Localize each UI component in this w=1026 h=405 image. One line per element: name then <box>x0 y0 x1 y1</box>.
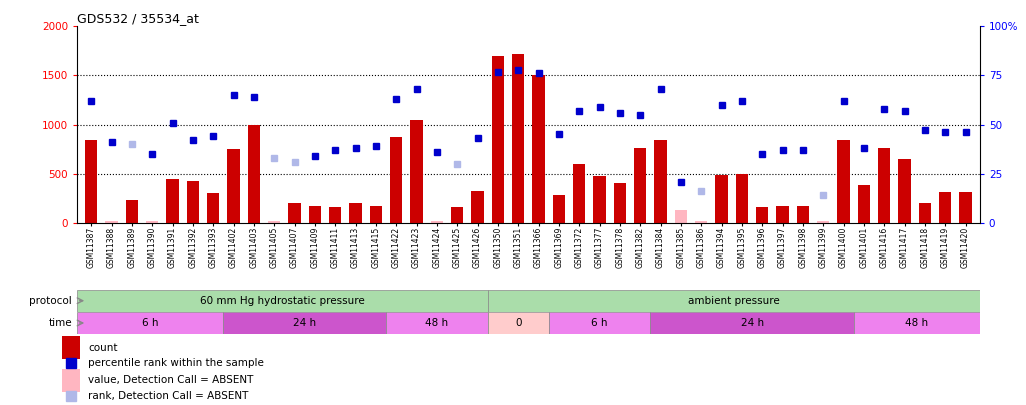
Text: 60 mm Hg hydrostatic pressure: 60 mm Hg hydrostatic pressure <box>200 296 364 306</box>
Text: 24 h: 24 h <box>741 318 763 328</box>
Bar <box>574 164 585 223</box>
Bar <box>919 203 931 223</box>
Bar <box>410 119 423 223</box>
Bar <box>939 192 951 223</box>
Bar <box>593 176 605 223</box>
Bar <box>472 191 483 223</box>
Text: 0: 0 <box>515 318 521 328</box>
Text: 48 h: 48 h <box>905 318 929 328</box>
Bar <box>268 221 280 223</box>
Bar <box>854 312 980 334</box>
Bar <box>655 140 667 223</box>
Text: rank, Detection Call = ABSENT: rank, Detection Call = ABSENT <box>88 391 248 401</box>
Bar <box>756 207 768 223</box>
Bar <box>224 312 386 334</box>
Text: 48 h: 48 h <box>426 318 448 328</box>
Bar <box>715 175 727 223</box>
Bar <box>369 206 382 223</box>
Text: ambient pressure: ambient pressure <box>687 296 780 306</box>
Bar <box>650 312 854 334</box>
Bar <box>491 56 504 223</box>
Text: 6 h: 6 h <box>591 318 607 328</box>
Bar <box>390 137 402 223</box>
Bar <box>614 183 626 223</box>
Bar <box>487 312 549 334</box>
Bar <box>350 203 361 223</box>
Bar <box>309 206 321 223</box>
Bar <box>736 174 748 223</box>
Bar <box>126 200 137 223</box>
Bar <box>77 312 224 334</box>
Bar <box>858 185 870 223</box>
Bar <box>549 312 650 334</box>
Bar <box>553 195 565 223</box>
Bar <box>899 159 911 223</box>
Text: time: time <box>48 318 72 328</box>
Text: 24 h: 24 h <box>293 318 316 328</box>
Bar <box>451 207 464 223</box>
Bar <box>166 179 179 223</box>
Bar <box>634 148 646 223</box>
Bar <box>77 290 487 312</box>
Bar <box>329 207 342 223</box>
Bar <box>512 54 524 223</box>
Bar <box>487 290 980 312</box>
Bar <box>959 192 972 223</box>
Bar <box>675 210 687 223</box>
Bar <box>247 125 260 223</box>
Bar <box>106 221 118 223</box>
Bar <box>797 206 810 223</box>
Bar <box>62 337 80 359</box>
Text: count: count <box>88 343 118 353</box>
Bar <box>288 203 301 223</box>
Bar <box>207 193 220 223</box>
Bar <box>431 221 443 223</box>
Bar <box>228 149 240 223</box>
Bar <box>696 221 707 223</box>
Text: percentile rank within the sample: percentile rank within the sample <box>88 358 264 369</box>
Bar <box>386 312 487 334</box>
Bar <box>85 140 97 223</box>
Text: 6 h: 6 h <box>142 318 158 328</box>
Bar <box>777 206 789 223</box>
Bar <box>62 369 80 392</box>
Bar <box>146 221 158 223</box>
Bar <box>878 148 891 223</box>
Text: GDS532 / 35534_at: GDS532 / 35534_at <box>77 12 199 25</box>
Text: protocol: protocol <box>29 296 72 306</box>
Bar <box>532 75 545 223</box>
Text: value, Detection Call = ABSENT: value, Detection Call = ABSENT <box>88 375 253 385</box>
Bar <box>837 140 850 223</box>
Bar <box>187 181 199 223</box>
Bar <box>817 221 829 223</box>
